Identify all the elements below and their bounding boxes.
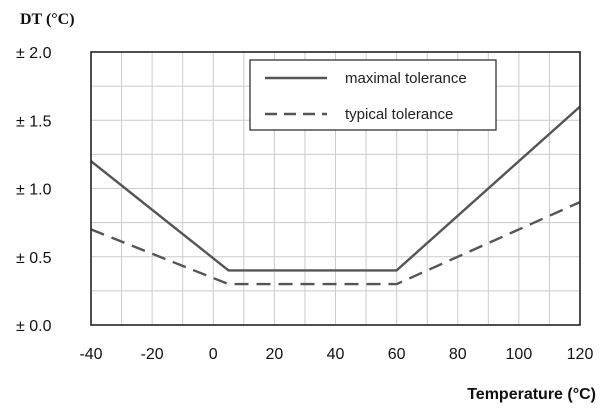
x-tick-label: 0 bbox=[209, 346, 218, 363]
plot-frame bbox=[90, 51, 581, 326]
y-tick-label: ± 0.0 bbox=[16, 318, 52, 335]
x-tick-label: 80 bbox=[449, 346, 467, 363]
series-line-maximal-tolerance bbox=[90, 105, 581, 272]
y-axis-label: DT (°C) bbox=[20, 11, 75, 28]
y-tick-label: ± 1.0 bbox=[16, 182, 52, 199]
series-line-typical-tolerance bbox=[90, 201, 581, 286]
y-tick-label: ± 2.0 bbox=[16, 45, 52, 62]
legend-label-typical: typical tolerance bbox=[345, 106, 453, 123]
x-tick-label: -20 bbox=[141, 346, 164, 363]
x-tick-label: 20 bbox=[265, 346, 283, 363]
legend-label-maximal: maximal tolerance bbox=[345, 70, 467, 87]
x-tick-label: 100 bbox=[506, 346, 533, 363]
x-tick-label: 120 bbox=[567, 346, 594, 363]
x-tick-labels: -40 -20 0 20 40 60 80 100 120 bbox=[79, 346, 593, 363]
y-tick-label: ± 0.5 bbox=[16, 250, 52, 267]
legend-box bbox=[249, 59, 497, 131]
x-tick-label: 40 bbox=[327, 346, 345, 363]
series-layer bbox=[90, 105, 581, 286]
x-axis-label: Temperature (°C) bbox=[467, 386, 596, 403]
x-tick-label: 60 bbox=[388, 346, 406, 363]
x-tick-label: -40 bbox=[79, 346, 102, 363]
y-tick-label: ± 1.5 bbox=[16, 113, 52, 130]
y-tick-labels: ± 0.0 ± 0.5 ± 1.0 ± 1.5 ± 2.0 bbox=[16, 45, 52, 335]
legend: maximal tolerance typical tolerance bbox=[249, 59, 497, 131]
